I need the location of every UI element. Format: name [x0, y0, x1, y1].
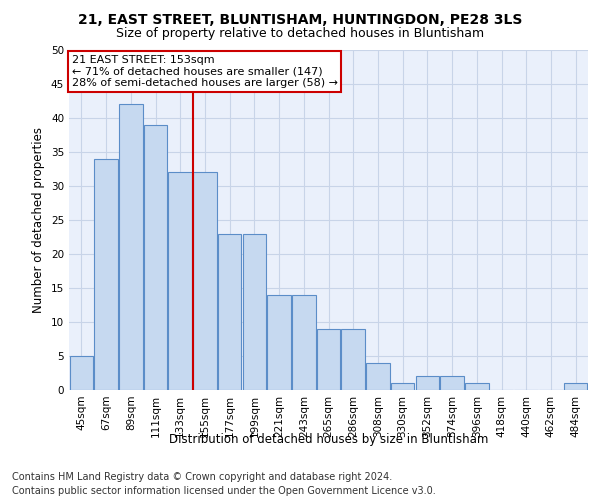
Bar [440, 376, 464, 390]
Text: Size of property relative to detached houses in Bluntisham: Size of property relative to detached ho… [116, 28, 484, 40]
Bar [70, 356, 93, 390]
Text: Distribution of detached houses by size in Bluntisham: Distribution of detached houses by size … [169, 432, 488, 446]
Bar [119, 104, 143, 390]
Bar [416, 376, 439, 390]
Text: Contains public sector information licensed under the Open Government Licence v3: Contains public sector information licen… [12, 486, 436, 496]
Bar [268, 295, 291, 390]
Bar [169, 172, 192, 390]
Bar [317, 329, 340, 390]
Text: 21, EAST STREET, BLUNTISHAM, HUNTINGDON, PE28 3LS: 21, EAST STREET, BLUNTISHAM, HUNTINGDON,… [78, 12, 522, 26]
Bar [242, 234, 266, 390]
Bar [193, 172, 217, 390]
Bar [94, 159, 118, 390]
Bar [564, 383, 587, 390]
Bar [292, 295, 316, 390]
Bar [465, 383, 488, 390]
Bar [341, 329, 365, 390]
Bar [366, 363, 389, 390]
Y-axis label: Number of detached properties: Number of detached properties [32, 127, 46, 313]
Bar [218, 234, 241, 390]
Bar [391, 383, 415, 390]
Text: Contains HM Land Registry data © Crown copyright and database right 2024.: Contains HM Land Registry data © Crown c… [12, 472, 392, 482]
Text: 21 EAST STREET: 153sqm
← 71% of detached houses are smaller (147)
28% of semi-de: 21 EAST STREET: 153sqm ← 71% of detached… [71, 55, 338, 88]
Bar [144, 125, 167, 390]
